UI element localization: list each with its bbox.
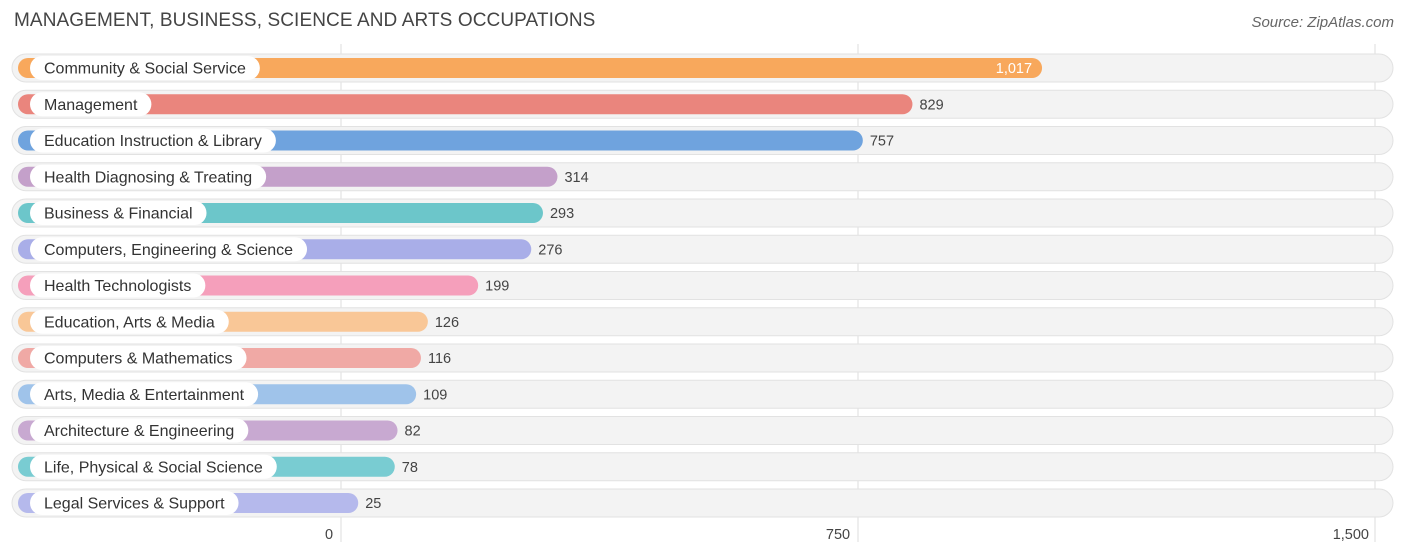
source-note: Source: ZipAtlas.com bbox=[1251, 14, 1394, 31]
category-label-pill bbox=[30, 273, 206, 298]
tick-label: 0 bbox=[325, 527, 333, 543]
tick-label: 750 bbox=[826, 527, 850, 543]
category-label: Architecture & Engineering bbox=[44, 423, 234, 440]
value-label: 829 bbox=[919, 97, 943, 113]
bar-track bbox=[11, 488, 1394, 518]
category-label: Business & Financial bbox=[44, 206, 193, 223]
value-label: 757 bbox=[870, 134, 894, 150]
category-label-pill bbox=[30, 454, 277, 479]
category-label: Education, Arts & Media bbox=[44, 314, 215, 331]
category-label: Education Instruction & Library bbox=[44, 133, 262, 150]
category-label-pill bbox=[30, 418, 249, 443]
category-label: Life, Physical & Social Science bbox=[44, 459, 263, 476]
value-label: 1,017 bbox=[996, 61, 1032, 77]
value-label: 293 bbox=[550, 206, 574, 222]
category-label-pill bbox=[30, 237, 308, 262]
category-label-pill bbox=[30, 346, 247, 370]
bar bbox=[18, 58, 1043, 78]
value-label: 116 bbox=[428, 351, 451, 367]
category-label: Health Diagnosing & Treating bbox=[44, 169, 252, 186]
category-label-pill bbox=[30, 309, 229, 334]
category-label-pill bbox=[30, 201, 207, 225]
category-label-pill bbox=[30, 56, 260, 80]
category-label-pill bbox=[30, 382, 259, 407]
tick-label: 1,500 bbox=[1333, 527, 1369, 543]
value-label: 109 bbox=[423, 387, 447, 403]
category-label-pill bbox=[30, 128, 276, 153]
bar bbox=[18, 94, 913, 115]
category-label-pill bbox=[30, 491, 239, 515]
category-label: Arts, Media & Entertainment bbox=[44, 387, 245, 404]
value-label: 82 bbox=[405, 424, 421, 440]
x-axis-ticks: 0 750 1,500 bbox=[325, 527, 1369, 543]
value-label: 78 bbox=[402, 460, 418, 476]
value-label: 199 bbox=[485, 279, 509, 295]
bars: Community & Social Service 1,017 Managemen… bbox=[18, 56, 1043, 515]
category-label: Management bbox=[44, 97, 138, 114]
category-label: Computers & Mathematics bbox=[44, 351, 233, 368]
page-title: MANAGEMENT, BUSINESS, SCIENCE AND ARTS O… bbox=[14, 10, 596, 31]
category-label: Community & Social Service bbox=[44, 61, 246, 78]
value-label: 314 bbox=[564, 170, 588, 186]
category-label: Legal Services & Support bbox=[44, 496, 225, 513]
category-label: Health Technologists bbox=[44, 278, 191, 295]
value-label: 126 bbox=[435, 315, 459, 331]
value-label: 25 bbox=[365, 496, 381, 512]
value-label: 276 bbox=[538, 242, 562, 258]
category-label: Computers, Engineering & Science bbox=[44, 242, 293, 259]
category-label-pill bbox=[30, 164, 267, 189]
category-label-pill bbox=[30, 92, 152, 117]
